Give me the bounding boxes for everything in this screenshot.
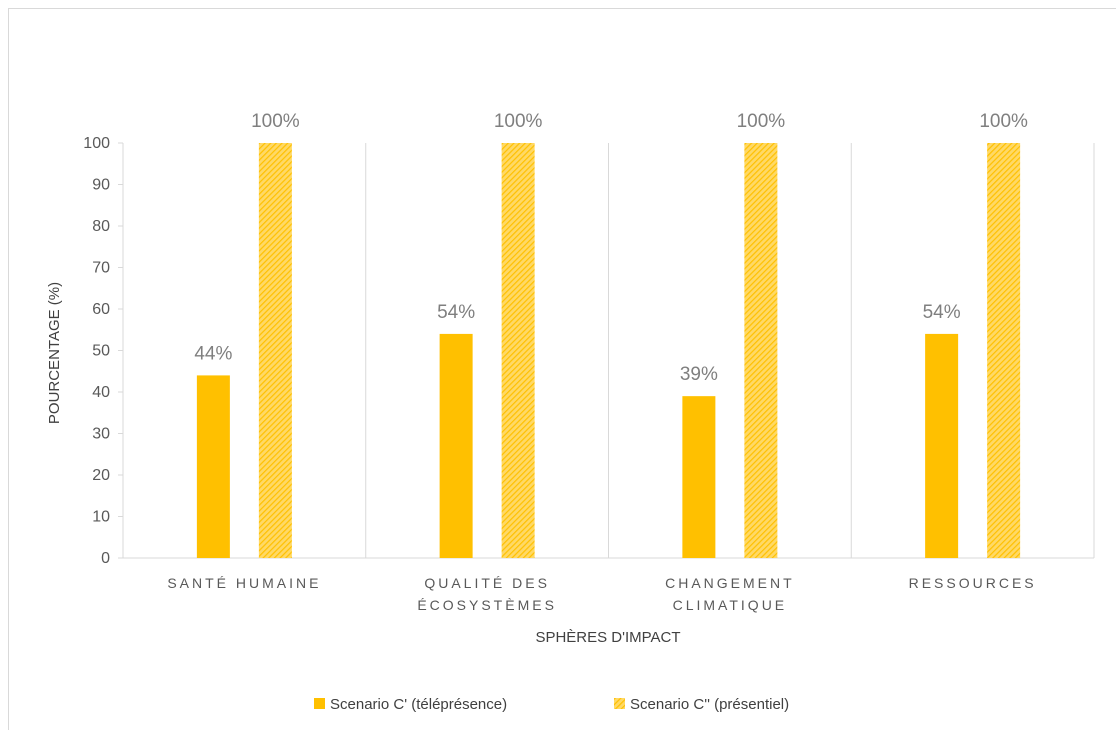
- category-label: CLIMATIQUE: [673, 597, 788, 613]
- y-tick-label: 60: [92, 301, 110, 318]
- bar-teleprésence: [925, 333, 959, 558]
- category-label: CHANGEMENT: [665, 575, 795, 591]
- category-label: SANTÉ HUMAINE: [167, 575, 321, 591]
- y-tick-label: 70: [92, 260, 110, 277]
- legend-label: Scenario C' (téléprésence): [330, 696, 507, 713]
- y-axis-title: POURCENTAGE (%): [46, 282, 63, 424]
- bar-teleprésence: [196, 375, 230, 558]
- bar-presentiel: [501, 143, 535, 558]
- bar-presentiel: [258, 143, 292, 558]
- y-tick-label: 20: [92, 467, 110, 484]
- legend-label: Scenario C'' (présentiel): [630, 696, 789, 713]
- data-label: 100%: [979, 111, 1028, 132]
- category-label: RESSOURCES: [909, 575, 1037, 591]
- bar-presentiel: [744, 143, 778, 558]
- bar-teleprésence: [682, 396, 716, 558]
- y-tick-label: 10: [92, 509, 110, 526]
- y-tick-label: 90: [92, 177, 110, 194]
- legend-swatch: [314, 698, 325, 709]
- data-labels: 44% 54% 39% 54% 100% 100% 100% 100%: [194, 111, 1028, 385]
- data-label: 54%: [437, 302, 475, 323]
- legend: Scenario C' (téléprésence) Scenario C'' (…: [314, 696, 789, 713]
- data-label: 100%: [737, 111, 786, 132]
- category-label: ÉCOSYSTÈMES: [417, 597, 557, 613]
- data-label: 100%: [494, 111, 543, 132]
- y-tick-labels: 0 10 20 30 40 50 60 70 80 90 100: [83, 135, 123, 567]
- data-label: 100%: [251, 111, 300, 132]
- y-tick-label: 50: [92, 343, 110, 360]
- category-separators: [365, 143, 1095, 558]
- y-tick-label: 100: [83, 135, 110, 152]
- bar-teleprésence: [439, 333, 473, 558]
- data-label: 54%: [923, 302, 961, 323]
- y-tick-label: 80: [92, 218, 110, 235]
- data-label: 44%: [194, 343, 232, 364]
- legend-swatch: [614, 698, 625, 709]
- y-tick-label: 0: [101, 550, 110, 567]
- category-label: QUALITÉ DES: [424, 575, 550, 591]
- bars: [196, 143, 1021, 558]
- bar-presentiel: [987, 143, 1021, 558]
- y-tick-label: 30: [92, 426, 110, 443]
- data-label: 39%: [680, 364, 718, 385]
- x-axis-title: SPHÈRES D'IMPACT: [535, 629, 680, 646]
- x-category-labels: SANTÉ HUMAINE QUALITÉ DES ÉCOSYSTÈMES CHANG…: [167, 575, 1037, 613]
- y-tick-label: 40: [92, 384, 110, 401]
